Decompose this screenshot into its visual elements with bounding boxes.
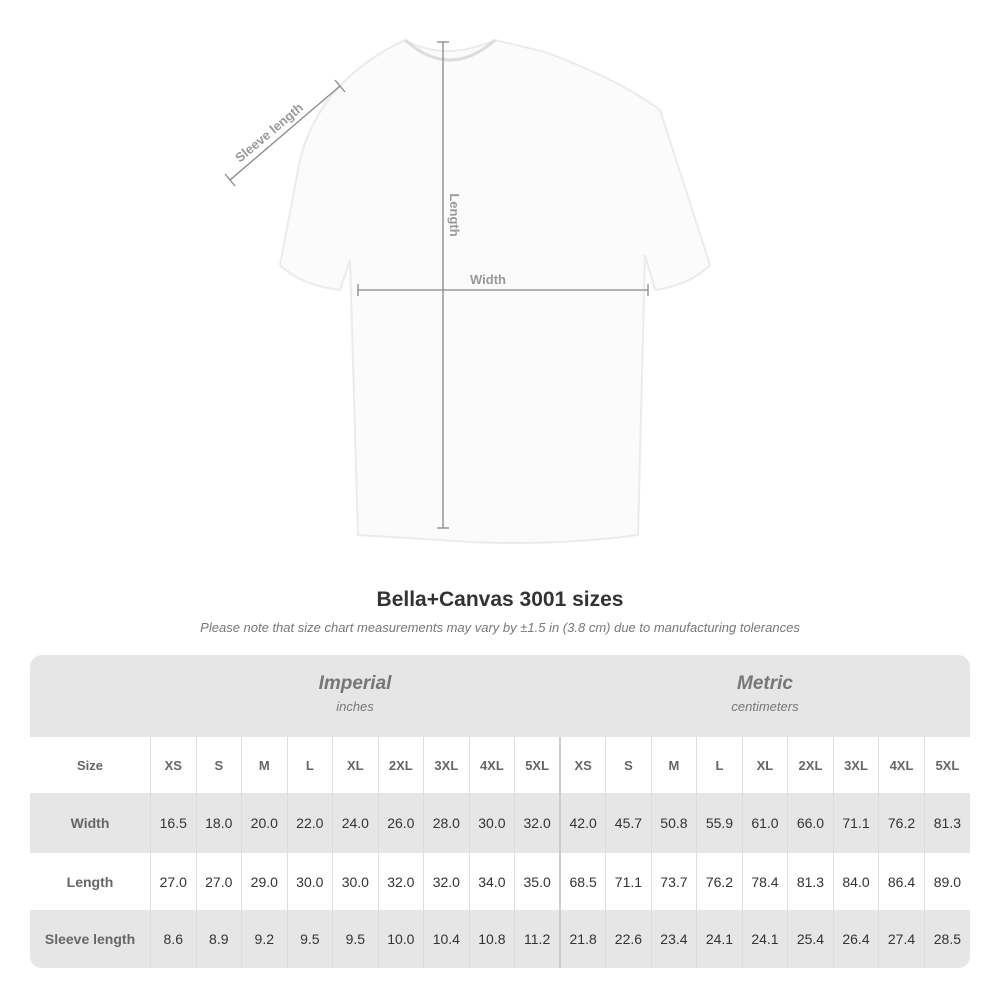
row-label: Length: [66, 873, 114, 890]
metric-cell: 23.4: [650, 910, 697, 968]
imperial-cell: 28.0: [423, 793, 470, 853]
imperial-cell: 34.0: [468, 853, 515, 910]
length-label: Length: [447, 193, 462, 236]
row-label: Width: [70, 815, 110, 831]
metric-cell: 28.5: [923, 910, 970, 968]
imperial-cell: 30.0: [468, 793, 515, 853]
imperial-cell: 9.5: [332, 910, 379, 968]
imperial-cell: 22.0: [286, 793, 333, 853]
size-header-cell: 4XL: [468, 737, 515, 793]
imperial-cell: 18.0: [195, 793, 242, 853]
imperial-cell: 26.0: [377, 793, 424, 853]
row-label: Sleeve length: [44, 931, 136, 947]
metric-cell: 71.1: [605, 853, 652, 910]
size-header-cell: S: [605, 737, 652, 793]
size-grid: Size XS S M L XL 2XL 3XL 4XL 5XL XS S M L XL 2XL 3XL 4XL 5…: [30, 737, 970, 968]
metric-cell: 73.7: [650, 853, 697, 910]
size-header-cell: 3XL: [423, 737, 470, 793]
size-header-cell: 2XL: [377, 737, 424, 793]
size-header-cell: XS: [150, 737, 197, 793]
imperial-cell: 32.0: [377, 853, 424, 910]
size-header-cell: M: [241, 737, 288, 793]
metric-cell: 68.5: [559, 853, 606, 910]
metric-cell: 89.0: [923, 853, 970, 910]
metric-cell: 42.0: [559, 793, 606, 853]
imperial-cell: 16.5: [150, 793, 197, 853]
size-header-cell: S: [195, 737, 242, 793]
metric-cell: 27.4: [878, 910, 925, 968]
metric-cell: 81.3: [923, 793, 970, 853]
tolerance-note: Please note that size chart measurements…: [200, 620, 800, 635]
metric-cell: 86.4: [878, 853, 925, 910]
size-header-cell: 2XL: [787, 737, 834, 793]
imperial-cell: 24.0: [332, 793, 379, 853]
imperial-cell: 27.0: [150, 853, 197, 910]
metric-cell: 21.8: [559, 910, 606, 968]
imperial-cell: 10.4: [423, 910, 470, 968]
size-header-row: Size XS S M L XL 2XL 3XL 4XL 5XL XS S M L XL 2XL 3XL 4XL 5…: [30, 737, 970, 793]
metric-cell: 55.9: [696, 793, 743, 853]
metric-cell: 24.1: [741, 910, 788, 968]
imperial-cell: 10.8: [468, 910, 515, 968]
metric-cell: 45.7: [605, 793, 652, 853]
metric-cell: 66.0: [787, 793, 834, 853]
page-title: Bella+Canvas 3001 sizes: [376, 588, 624, 611]
sleeve-length-label: Sleeve length: [232, 100, 306, 165]
table-row: Length 27.0 27.0 29.0 30.0 30.0 32.0 32.0 34.0 35…: [30, 853, 970, 910]
imperial-title: Imperial: [318, 673, 392, 694]
size-header-cell: L: [696, 737, 743, 793]
width-label: Width: [470, 272, 506, 287]
table-row: Sleeve length 8.6 8.9 9.2 9.5 9.5 10.0 10.4 10.8…: [30, 910, 970, 968]
imperial-cell: 32.0: [514, 793, 561, 853]
imperial-cell: 10.0: [377, 910, 424, 968]
metric-cell: 71.1: [832, 793, 879, 853]
metric-cell: 81.3: [787, 853, 834, 910]
imperial-cell: 20.0: [241, 793, 288, 853]
imperial-cell: 9.5: [286, 910, 333, 968]
metric-cell: 76.2: [878, 793, 925, 853]
metric-cell: 50.8: [650, 793, 697, 853]
imperial-cell: 30.0: [286, 853, 333, 910]
metric-cell: 78.4: [741, 853, 788, 910]
imperial-cell: 9.2: [241, 910, 288, 968]
imperial-cell: 8.9: [195, 910, 242, 968]
imperial-cell: 29.0: [241, 853, 288, 910]
imperial-cell: 32.0: [423, 853, 470, 910]
size-header-cell: 5XL: [514, 737, 561, 793]
metric-title: Metric: [737, 673, 793, 694]
size-header-cell: 3XL: [832, 737, 879, 793]
imperial-cell: 27.0: [195, 853, 242, 910]
size-header-cell: 5XL: [923, 737, 970, 793]
metric-unit: centimeters: [731, 699, 799, 714]
size-header-cell: 4XL: [878, 737, 925, 793]
size-label: Size: [76, 757, 103, 773]
imperial-cell: 8.6: [150, 910, 197, 968]
metric-cell: 76.2: [696, 853, 743, 910]
tshirt-shape: [278, 38, 712, 545]
metric-cell: 24.1: [696, 910, 743, 968]
imperial-unit: inches: [336, 699, 374, 714]
metric-header: Metric centimeters: [560, 655, 970, 737]
metric-cell: 61.0: [741, 793, 788, 853]
size-header-cell: XS: [559, 737, 606, 793]
imperial-header: Imperial inches: [150, 655, 560, 737]
size-header-cell: M: [650, 737, 697, 793]
metric-cell: 25.4: [787, 910, 834, 968]
size-header-cell: XL: [741, 737, 788, 793]
table-row: Width 16.5 18.0 20.0 22.0 24.0 26.0 28.0 30.0 32.…: [30, 793, 970, 853]
size-header-cell: L: [286, 737, 333, 793]
metric-cell: 22.6: [605, 910, 652, 968]
imperial-cell: 30.0: [332, 853, 379, 910]
tshirt-diagram: Sleeve length Length Width: [224, 38, 712, 545]
metric-cell: 84.0: [832, 853, 879, 910]
imperial-cell: 35.0: [514, 853, 561, 910]
imperial-cell: 11.2: [514, 910, 561, 968]
size-table: Imperial inches Metric centimeters Size X…: [30, 655, 970, 968]
metric-cell: 26.4: [832, 910, 879, 968]
size-header-cell: XL: [332, 737, 379, 793]
